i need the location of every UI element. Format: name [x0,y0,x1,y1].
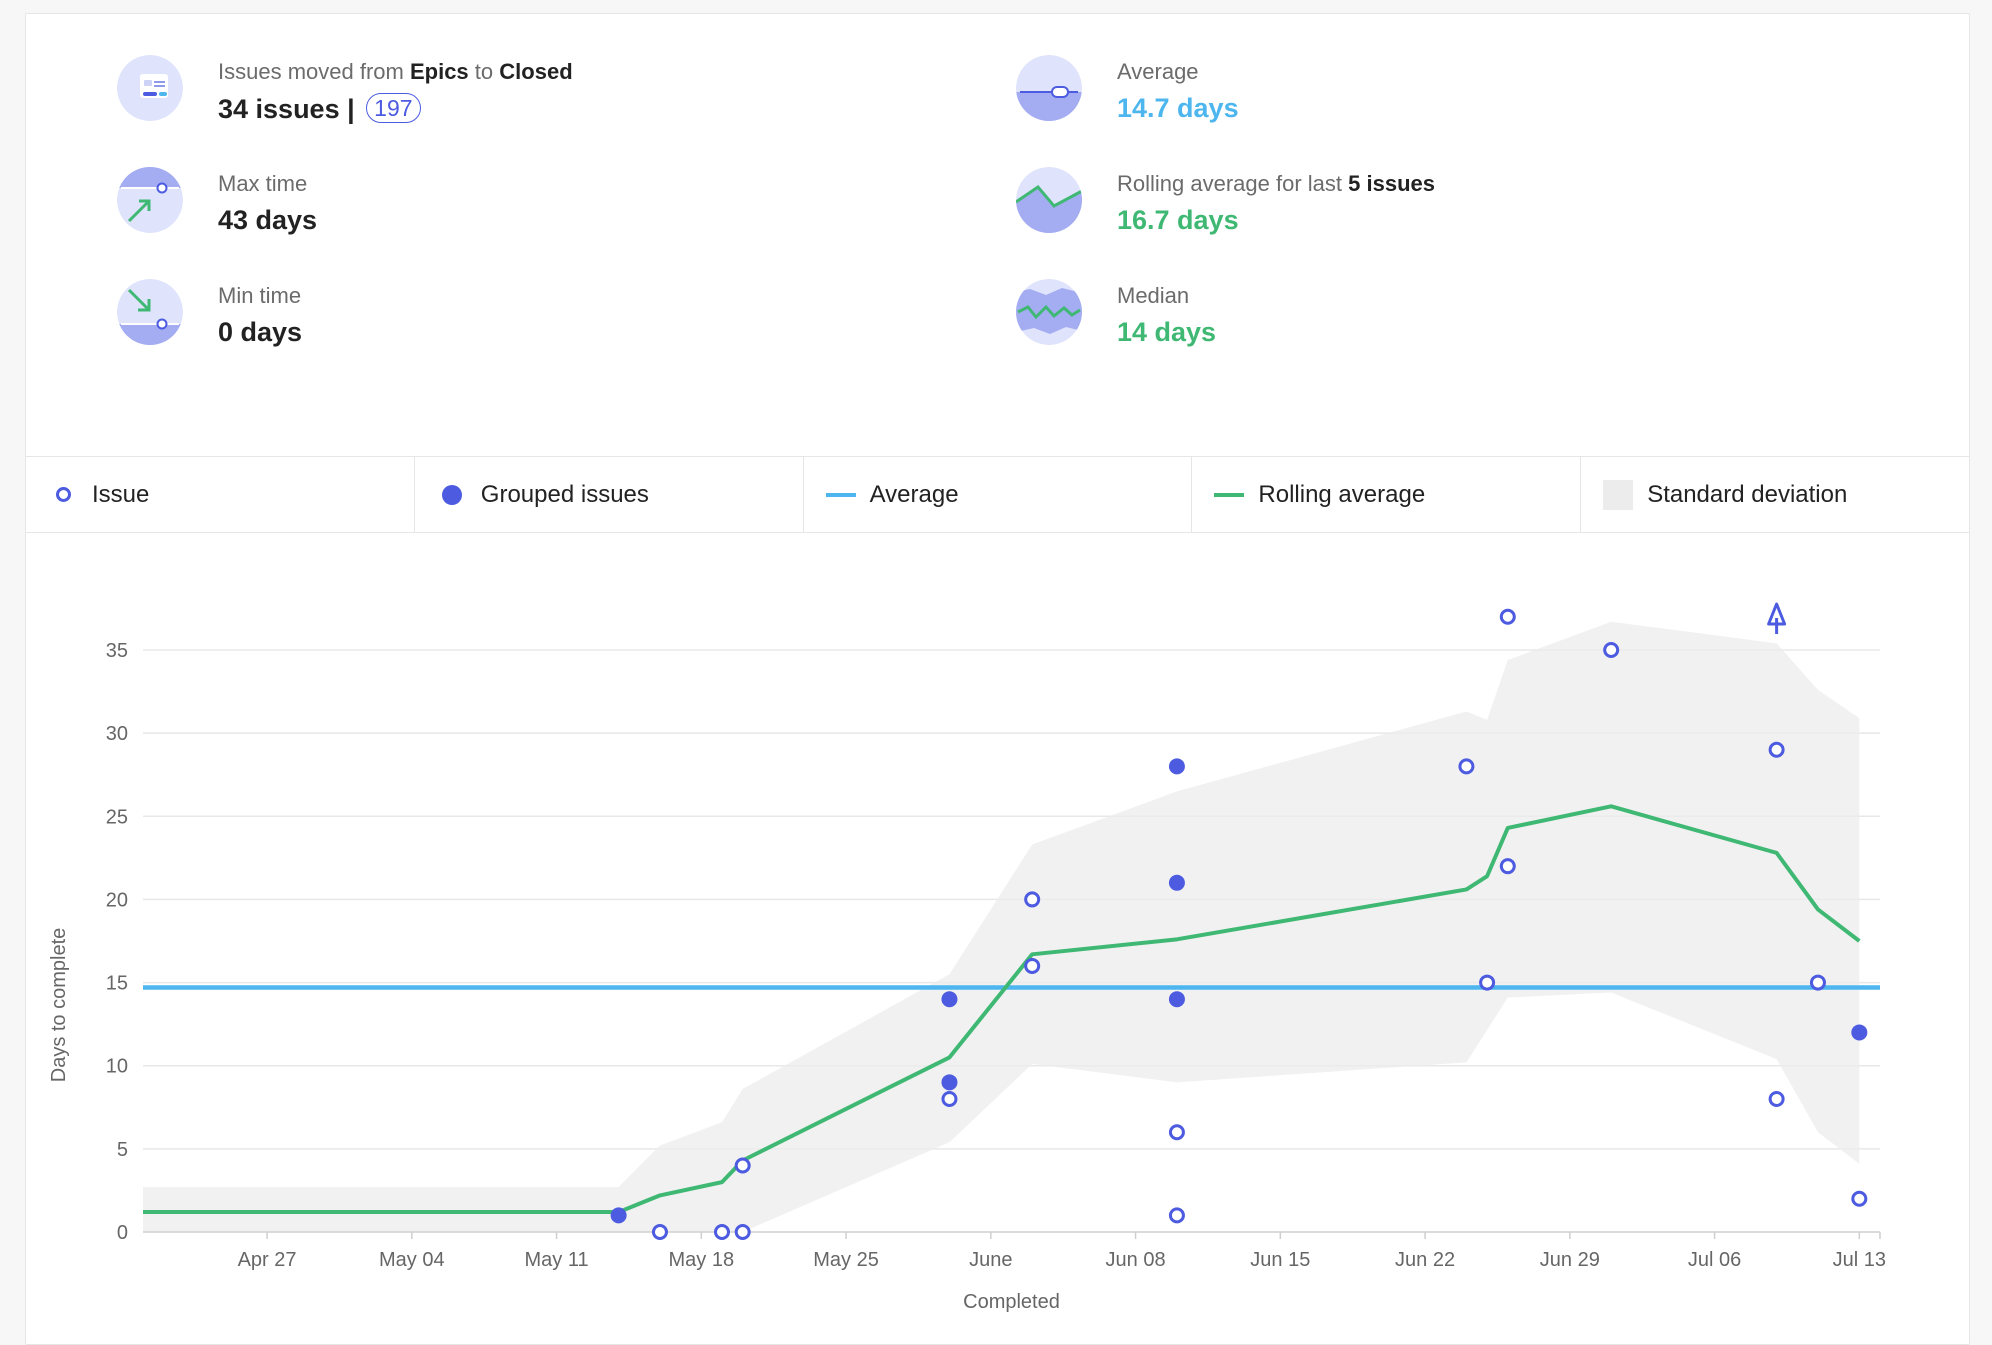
legend-grouped-label: Grouped issues [480,480,649,508]
rolling-average-icon [1016,167,1082,233]
stat-median: Median 14 days [1016,279,1516,359]
issues-icon [117,55,183,121]
x-tick-label: May 18 [669,1249,735,1271]
issue-point [734,1157,751,1174]
issue-point [734,1224,751,1240]
legend-issue[interactable]: Issue [26,457,415,532]
median-icon [1016,279,1082,345]
average-icon [1016,55,1082,121]
issue-point [1479,974,1496,991]
legend-standard-deviation[interactable]: Standard deviation [1581,457,1969,532]
dot-icon [437,484,467,505]
rolling-average-value: 16.7 days [1117,205,1239,235]
gray-box-icon [1603,479,1634,510]
y-axis-title: Days to complete [48,928,70,1083]
grouped-issue-point [941,991,958,1008]
blue-line-icon [825,492,856,497]
issue-point [1168,1207,1185,1224]
issue-point [1809,974,1826,991]
x-tick-label: Jun 08 [1106,1249,1166,1271]
issues-count-pill[interactable]: 197 [366,93,421,123]
max-time-label: Max time [218,171,308,196]
x-tick-label: Jun 29 [1540,1249,1600,1271]
ring-icon [48,487,78,502]
issue-point [941,1090,958,1107]
y-tick-label: 30 [106,723,128,745]
x-tick-label: May 11 [525,1249,589,1271]
grouped-issue-point [1168,874,1185,891]
grouped-issue-point [1851,1024,1868,1041]
median-label: Median [1117,283,1190,308]
stat-average: Average 14.7 days [1016,55,1516,135]
legend-grouped-issues[interactable]: Grouped issues [415,457,804,532]
chart-legend: Issue Grouped issues Average Rolling ave… [26,456,1969,533]
y-tick-label: 5 [117,1139,128,1161]
issue-point [1499,858,1516,875]
issues-moved-value: 34 issues | 197 [218,93,421,125]
min-time-value: 0 days [218,317,303,347]
grouped-issue-point [610,1207,627,1224]
stat-min-time: Min time 0 days [117,279,617,359]
y-tick-label: 20 [106,889,128,911]
stat-issues-moved: Issues moved from Epics to Closed 34 iss… [117,55,737,135]
legend-rolling-label: Rolling average [1258,480,1426,508]
y-tick-label: 35 [106,640,128,662]
issues-moved-label: Issues moved from Epics to Closed [218,59,573,84]
grouped-issue-point [1168,991,1185,1008]
issue-point [714,1224,730,1240]
issue-point [1458,758,1475,775]
x-tick-label: Jun 15 [1250,1249,1310,1271]
stddev-band [143,621,1860,1232]
stat-rolling-average: Rolling average for last 5 issues 16.7 d… [1016,167,1616,247]
issue-point [1024,891,1041,908]
y-tick-label: 25 [106,806,128,828]
issue-point [1024,957,1041,974]
issue-point [1851,1190,1868,1207]
x-tick-label: Jun 22 [1395,1249,1455,1271]
average-label: Average [1117,59,1199,84]
x-tick-label: June [969,1249,1012,1271]
issue-point [1168,1124,1185,1141]
y-tick-label: 0 [117,1222,128,1244]
legend-average-label: Average [869,480,959,508]
x-tick-label: May 04 [379,1249,445,1271]
issue-point [1768,1090,1785,1107]
issue-point [1768,741,1785,758]
legend-rolling-average[interactable]: Rolling average [1192,457,1582,532]
y-tick-label: 10 [106,1056,128,1078]
summary-stats: Issues moved from Epics to Closed 34 iss… [26,14,1969,456]
min-time-icon [117,279,183,345]
max-time-icon [117,167,183,233]
issue-point [651,1224,668,1240]
legend-stddev-label: Standard deviation [1647,480,1848,508]
issue-point [1603,642,1620,658]
x-tick-label: Jul 13 [1833,1249,1886,1271]
x-tick-label: Apr 27 [238,1249,297,1271]
issue-point [1499,608,1516,625]
rolling-average-label: Rolling average for last 5 issues [1117,171,1435,196]
green-line-icon [1214,492,1245,497]
grouped-issue-point [941,1074,958,1091]
grouped-issue-point [1168,758,1185,775]
min-time-label: Min time [218,283,302,308]
max-time-value: 43 days [218,205,318,235]
stat-max-time: Max time 43 days [117,167,617,247]
x-axis-title: Completed [963,1291,1060,1313]
average-value: 14.7 days [1117,93,1239,123]
x-tick-label: May 25 [813,1249,879,1271]
rolling-average-line [143,804,1861,1215]
y-tick-label: 15 [106,973,128,995]
legend-issue-label: Issue [92,480,150,508]
median-value: 14 days [1117,317,1217,347]
legend-average[interactable]: Average [804,457,1193,532]
x-tick-label: Jul 06 [1688,1249,1741,1271]
